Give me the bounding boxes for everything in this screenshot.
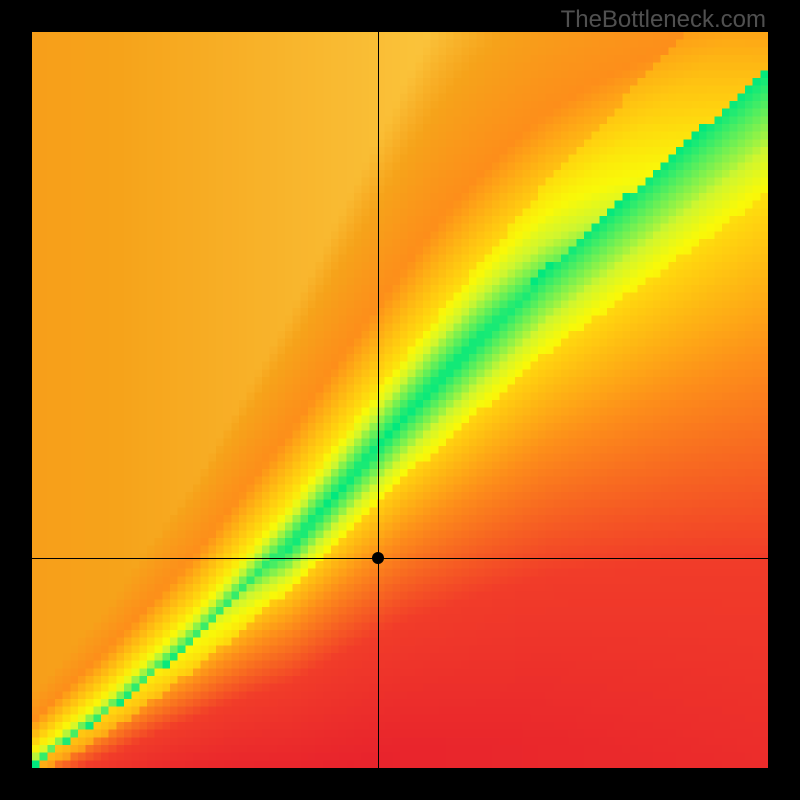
plot-area <box>32 32 768 768</box>
chart-container: TheBottleneck.com <box>0 0 800 800</box>
data-point-marker <box>372 552 384 564</box>
watermark-text: TheBottleneck.com <box>561 6 766 34</box>
crosshair-vertical <box>378 32 379 768</box>
crosshair-horizontal <box>32 558 768 559</box>
heatmap-canvas <box>32 32 768 768</box>
